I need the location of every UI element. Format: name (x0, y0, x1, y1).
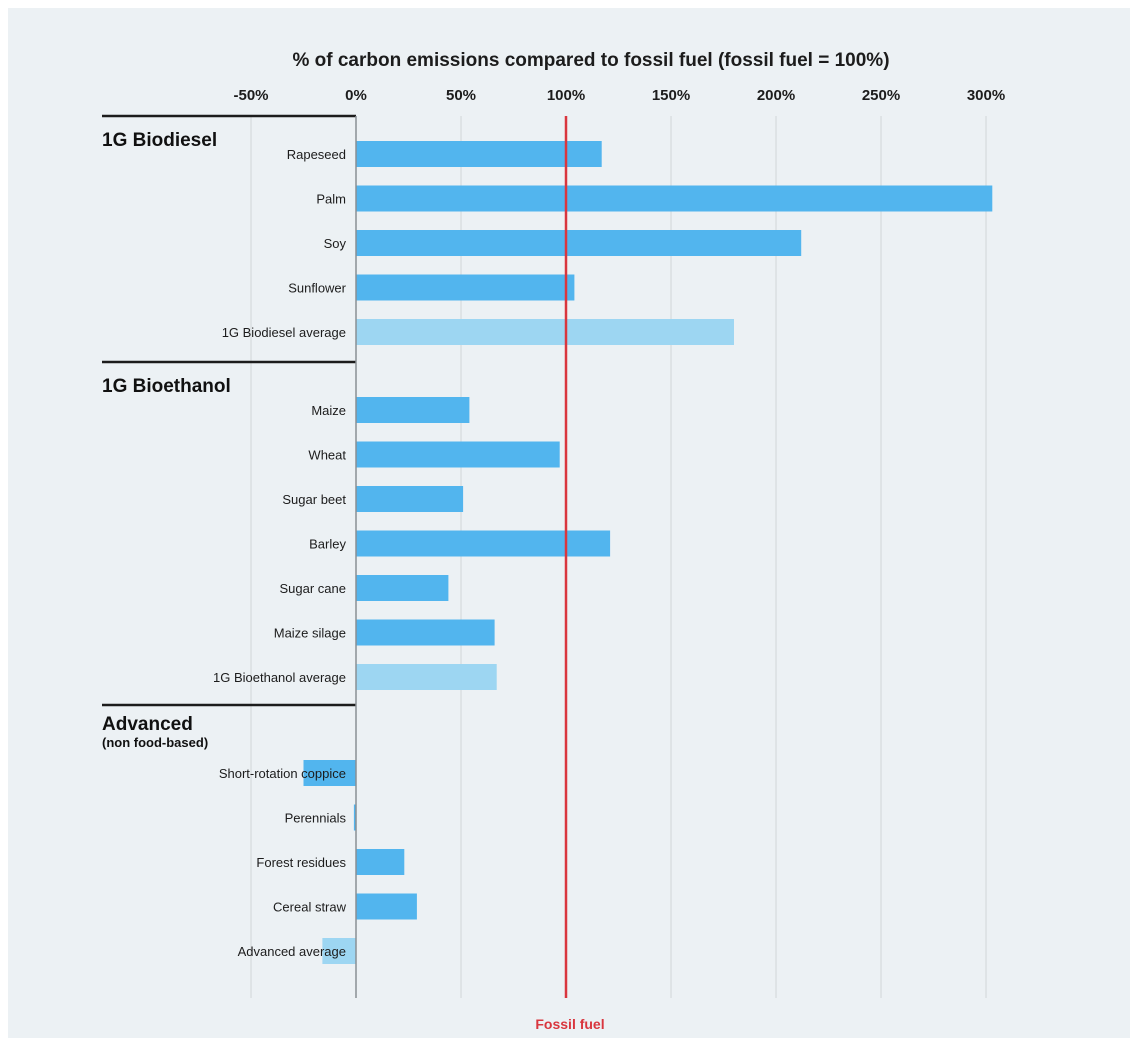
group-subtitle: (non food-based) (102, 735, 208, 750)
tick-labels: -50% 0% 50% 100% 150% 200% 250% 300% (233, 87, 1005, 104)
average-bar (322, 938, 356, 964)
bar (356, 397, 470, 423)
bar (303, 760, 356, 786)
bar (356, 441, 560, 468)
category-label: Barley (309, 537, 346, 552)
bar (356, 141, 602, 167)
tick-label: 250% (862, 87, 900, 104)
tick-label: 150% (652, 87, 690, 104)
category-label: Wheat (308, 448, 346, 463)
bar (356, 530, 611, 557)
category-label: Advanced average (238, 944, 346, 959)
bar (356, 274, 575, 301)
chart-frame: 1G Biodiesel Rapeseed Palm Soy Sunflower 1G B… (8, 8, 1130, 1038)
category-label: Forest residues (256, 855, 346, 870)
group-title: 1G Bioethanol (102, 376, 231, 397)
tick-label: 0% (345, 87, 367, 104)
category-label: Cereal straw (273, 900, 347, 915)
bar (356, 893, 417, 920)
category-label: Short-rotation coppice (219, 766, 346, 781)
fossil-fuel-label: Fossil fuel (535, 1016, 604, 1032)
group-title: 1G Biodiesel (102, 130, 217, 151)
tick-label: 200% (757, 87, 795, 104)
category-label: Rapeseed (287, 147, 346, 162)
category-label: Sugar beet (282, 492, 346, 507)
category-label: Perennials (285, 811, 347, 826)
group-separators (102, 114, 356, 707)
bar (356, 486, 464, 512)
tick-label: 300% (967, 87, 1005, 104)
bar (356, 619, 495, 646)
category-label: 1G Biodiesel average (222, 325, 346, 340)
bar (356, 849, 405, 875)
average-bar (356, 664, 497, 690)
tick-label: 100% (547, 87, 585, 104)
category-label: Soy (324, 236, 347, 251)
tick-label: -50% (233, 87, 268, 104)
bar (356, 230, 802, 256)
biofuel-emissions-chart: 1G Biodiesel Rapeseed Palm Soy Sunflower 1G B… (102, 50, 1005, 1032)
category-label: Maize silage (274, 626, 346, 641)
bar (356, 575, 449, 601)
tick-label: 50% (446, 87, 476, 104)
bars (303, 141, 993, 964)
category-label: Palm (316, 192, 346, 207)
average-bar (356, 319, 734, 345)
bar (353, 804, 356, 831)
bar (356, 185, 993, 212)
category-label: 1G Bioethanol average (213, 670, 346, 685)
category-label: Sugar cane (280, 581, 347, 596)
category-labels: 1G Biodiesel Rapeseed Palm Soy Sunflower 1G B… (102, 130, 347, 959)
category-label: Maize (311, 403, 346, 418)
group-title: Advanced (102, 714, 193, 735)
category-label: Sunflower (288, 281, 346, 296)
axis-title: % of carbon emissions compared to fossil… (292, 50, 889, 71)
